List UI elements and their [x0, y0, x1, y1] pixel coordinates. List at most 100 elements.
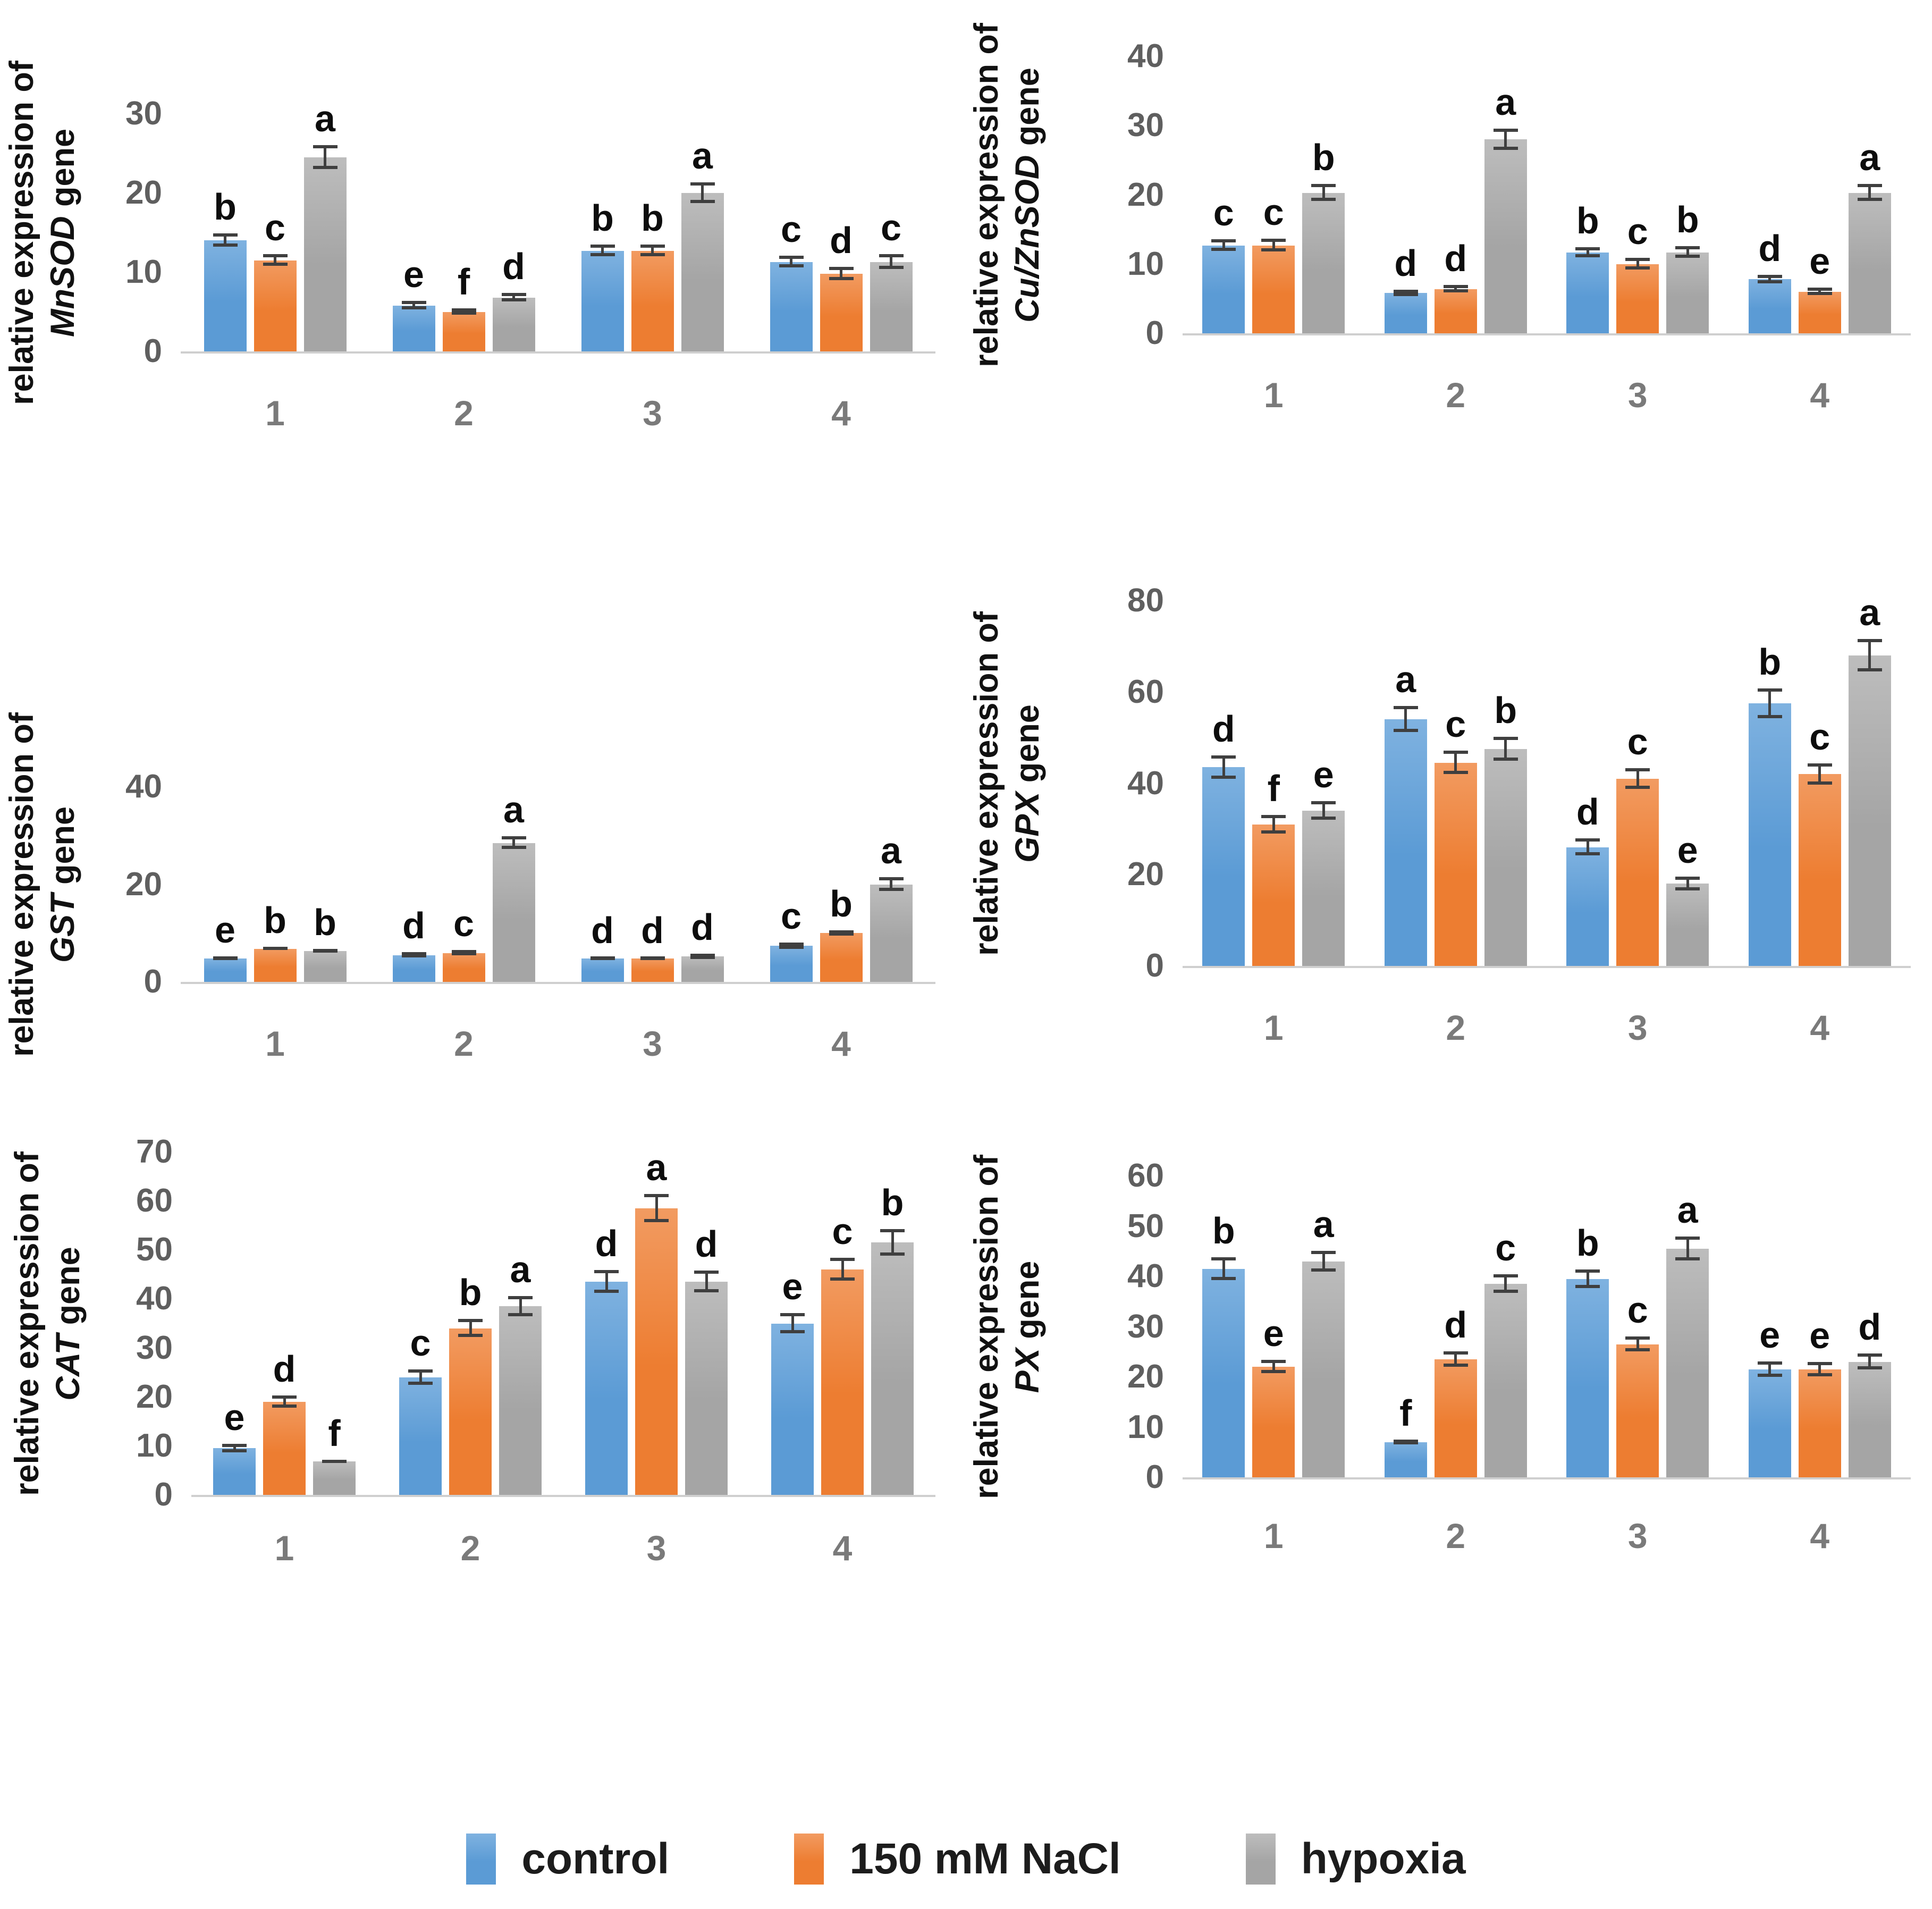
- chart-gst: relative expression of GST gene 0 20 40 e d d c b…: [3, 712, 935, 1063]
- error-bar-cap-top: [1675, 246, 1700, 250]
- error-bar-cap-bottom: [501, 298, 526, 302]
- y-axis-title-line1: relative expression of: [3, 712, 41, 1057]
- error-bar-cap-bottom: [1211, 248, 1236, 251]
- error-bar: [1222, 755, 1225, 779]
- bar-nacl-group2: [1434, 1359, 1477, 1477]
- sig-letter: b: [1212, 1210, 1235, 1252]
- bar-nacl-group4: [820, 933, 863, 982]
- bar-nacl-group2: [442, 312, 485, 351]
- sig-letter: a: [1495, 81, 1516, 123]
- y-tick-label: 20: [1127, 856, 1164, 893]
- error-bar-cap-bottom: [263, 263, 288, 266]
- error-bar-cap-bottom: [1493, 758, 1518, 761]
- bar-control-group3: [581, 958, 624, 982]
- category-label: 3: [646, 1528, 667, 1568]
- error-bar-cap-top: [780, 1313, 805, 1317]
- error-bar-cap-top: [594, 1270, 619, 1273]
- sig-letter: f: [1399, 1392, 1412, 1434]
- bar-nacl-group4: [1798, 1369, 1841, 1477]
- category-label: 4: [832, 1528, 853, 1568]
- bar-hypoxia-group3: [681, 956, 724, 982]
- category-label: 2: [454, 1024, 474, 1063]
- bar-control-group4: [770, 262, 813, 351]
- error-bar-cap-top: [1625, 1336, 1650, 1340]
- error-bar-cap-top: [313, 145, 338, 148]
- sig-letter: e: [1313, 753, 1334, 795]
- y-axis-title: relative expression of GST gene: [2, 712, 83, 1057]
- bar-control-group1: [204, 958, 247, 982]
- y-axis-title: relative expression of MnSOD gene: [2, 61, 83, 405]
- sig-letter: a: [1395, 659, 1416, 701]
- chart-mnsod: relative expression of MnSOD gene 0 10 20 30 b…: [3, 61, 935, 433]
- error-bar-cap-bottom: [1757, 714, 1782, 718]
- error-bar: [890, 877, 892, 892]
- y-tick-label: 0: [1145, 947, 1164, 984]
- bar-hypoxia-group3: [681, 193, 724, 351]
- sig-letter: e: [1809, 1314, 1830, 1356]
- error-bar-cap-bottom: [1393, 729, 1418, 733]
- y-tick-label: 40: [1127, 38, 1164, 74]
- error-bar-cap-bottom: [690, 955, 715, 959]
- bar-control-group1: [204, 240, 247, 351]
- y-tick-label: 70: [136, 1133, 173, 1170]
- error-bar-cap-top: [1493, 1274, 1518, 1278]
- error-bar: [1768, 1361, 1771, 1377]
- bar-hypoxia-group3: [685, 1282, 728, 1495]
- error-bar: [1636, 1337, 1639, 1351]
- error-bar: [1504, 737, 1507, 761]
- error-bar-cap-top: [830, 1257, 855, 1261]
- error-bar-cap-top: [690, 182, 715, 186]
- bar-nacl-group1: [263, 1401, 306, 1495]
- legend-swatch-control: [466, 1834, 496, 1885]
- bar-nacl-group3: [631, 958, 674, 982]
- sig-letter: a: [881, 829, 901, 871]
- sig-letter: a: [692, 134, 713, 176]
- error-bar-cap-top: [401, 301, 426, 305]
- error-bar-cap-top: [451, 308, 476, 312]
- sig-letter: d: [830, 220, 853, 262]
- bar-nacl-group4: [820, 273, 863, 351]
- y-axis-title-line1: relative expression of: [9, 1151, 46, 1496]
- error-bar-cap-bottom: [322, 1460, 347, 1464]
- bar-control-group2: [1384, 1442, 1427, 1477]
- error-bar-cap-top: [829, 930, 854, 934]
- error-bar-cap-bottom: [1311, 1268, 1336, 1272]
- error-bar: [1454, 1351, 1457, 1367]
- sig-letter: b: [459, 1272, 482, 1314]
- bar-hypoxia-group3: [1666, 1249, 1709, 1477]
- sig-letter: a: [1313, 1203, 1334, 1245]
- error-bar: [655, 1195, 658, 1222]
- error-bar-cap-top: [1757, 688, 1782, 692]
- bar-control-group3: [1566, 847, 1609, 966]
- bar-control-group2: [392, 955, 435, 982]
- error-bar-cap-bottom: [1493, 1290, 1518, 1293]
- sig-letter: d: [1394, 242, 1418, 284]
- error-bar: [841, 1258, 844, 1281]
- error-bar-cap-top: [1393, 706, 1418, 710]
- bar-control-group1: [213, 1448, 256, 1495]
- error-bar: [1222, 240, 1225, 251]
- sig-letter: c: [781, 208, 802, 250]
- sig-letter: b: [1312, 136, 1335, 178]
- legend-swatch-hypoxia: [1245, 1834, 1276, 1885]
- error-bar-cap-bottom: [1575, 254, 1600, 257]
- error-bar: [1586, 839, 1589, 856]
- error-bar-cap-bottom: [313, 166, 338, 170]
- category-label: 2: [1446, 375, 1466, 415]
- bar-control-group4: [1748, 1369, 1791, 1477]
- error-bar-cap-bottom: [1625, 785, 1650, 789]
- sig-letter: d: [691, 906, 714, 948]
- error-bar: [1272, 1360, 1275, 1374]
- error-bar-cap-top: [1675, 1237, 1700, 1240]
- gene-suffix: gene: [1009, 704, 1046, 783]
- error-bar-cap-top: [1311, 1250, 1336, 1254]
- error-bar: [1586, 1269, 1589, 1288]
- error-bar: [840, 267, 842, 280]
- error-bar-cap-top: [1575, 1269, 1600, 1273]
- bar-control-group4: [770, 946, 813, 982]
- error-bar-cap-top: [779, 942, 804, 946]
- sig-letter: c: [832, 1210, 853, 1252]
- error-bar-cap-bottom: [451, 312, 476, 315]
- error-bar-cap-top: [451, 950, 476, 954]
